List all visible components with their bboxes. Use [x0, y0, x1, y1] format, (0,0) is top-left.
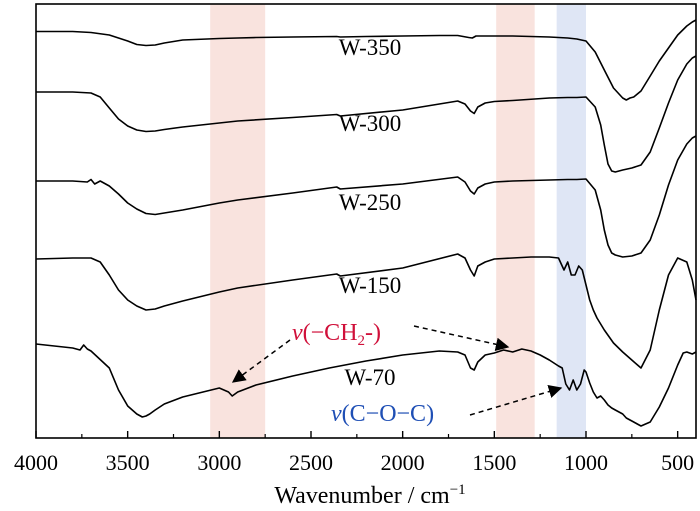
spectrum-w-150 [35, 253, 697, 369]
x-tick-label-2500: 2500 [289, 450, 333, 475]
x-tick-label-3000: 3000 [197, 450, 241, 475]
coc-arrow [469, 384, 563, 416]
series-labels: W-350 W-300 W-250 W-150 W-70 [339, 35, 402, 390]
x-tick-labels: 4000 3500 3000 2500 2000 1500 1000 500 [14, 450, 694, 475]
ch2-arrow-right [413, 325, 510, 351]
spectra-curves [35, 19, 697, 427]
highlight-band-1 [496, 4, 535, 438]
x-tick-label-3500: 3500 [106, 450, 150, 475]
x-tick-label-1000: 1000 [564, 450, 608, 475]
x-axis-title-superscript: −1 [450, 482, 466, 498]
spectrum-w-250 [36, 135, 697, 258]
highlight-bands [210, 4, 586, 438]
series-label-w-150: W-150 [339, 273, 402, 298]
spectrum-w-350 [36, 19, 697, 101]
spectrum-w-300 [36, 55, 697, 173]
highlight-band-0 [210, 4, 266, 438]
ch2-annotation: v(−CH2-) [292, 320, 381, 349]
x-tick-label-1500: 1500 [472, 450, 516, 475]
coc-annotation: v(C−O−C) [331, 401, 434, 427]
plot-frame [35, 3, 697, 439]
x-tick-label-4000: 4000 [14, 450, 58, 475]
series-label-w-300: W-300 [339, 111, 402, 136]
ch2-arrow-left [231, 339, 291, 383]
x-tick-label-500: 500 [661, 450, 694, 475]
x-ticks [35, 431, 679, 438]
x-axis-title: Wavenumber / cm−1 [274, 482, 465, 509]
series-label-w-70: W-70 [344, 365, 395, 390]
series-label-w-350: W-350 [339, 35, 402, 60]
highlight-band-2 [556, 4, 586, 438]
spectrum-w-70 [35, 343, 697, 427]
x-tick-label-2000: 2000 [381, 450, 425, 475]
series-label-w-250: W-250 [339, 190, 402, 215]
